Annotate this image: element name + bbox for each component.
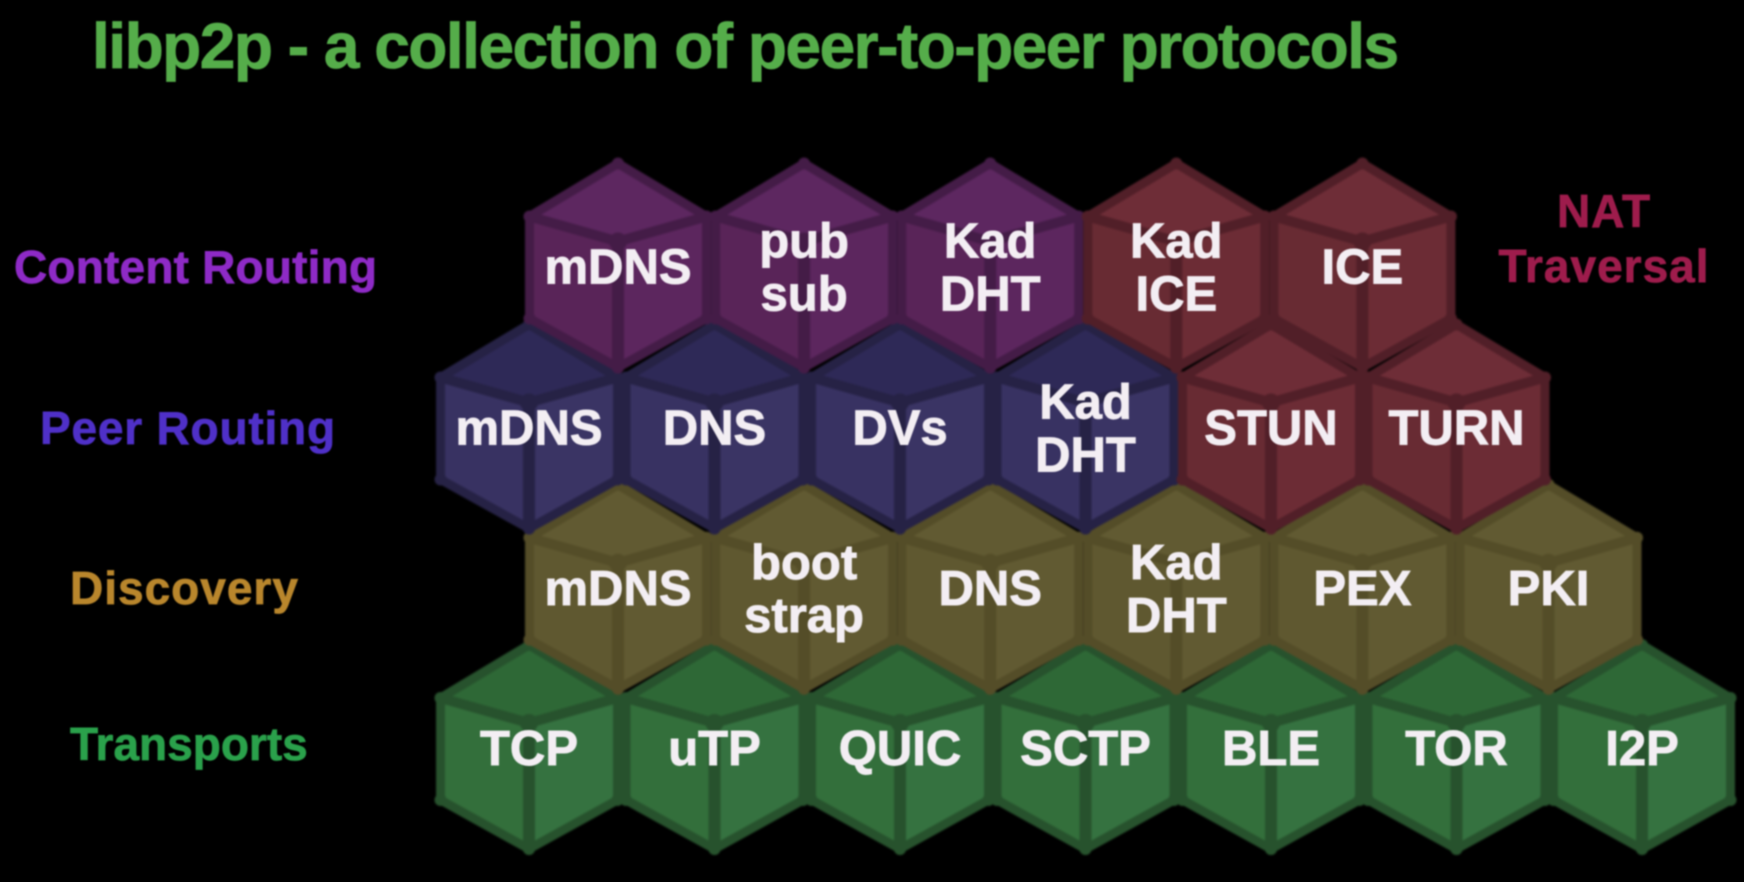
- svg-text:DNS: DNS: [938, 562, 1041, 616]
- svg-text:TURN: TURN: [1388, 402, 1524, 456]
- svg-text:Kad: Kad: [1039, 376, 1132, 430]
- svg-text:SCTP: SCTP: [1020, 722, 1151, 776]
- svg-text:strap: strap: [744, 589, 864, 643]
- svg-text:Kad: Kad: [1130, 536, 1223, 590]
- svg-text:mDNS: mDNS: [544, 241, 691, 295]
- svg-text:DNS: DNS: [663, 402, 766, 456]
- svg-text:ICE: ICE: [1322, 241, 1404, 295]
- svg-text:DHT: DHT: [1126, 589, 1227, 643]
- svg-text:STUN: STUN: [1204, 402, 1337, 456]
- svg-text:ICE: ICE: [1135, 268, 1217, 322]
- svg-text:QUIC: QUIC: [839, 722, 962, 776]
- svg-text:sub: sub: [761, 268, 848, 322]
- svg-text:PKI: PKI: [1508, 562, 1590, 616]
- svg-text:TCP: TCP: [480, 722, 578, 776]
- svg-text:Kad: Kad: [944, 215, 1037, 269]
- svg-text:mDNS: mDNS: [544, 562, 691, 616]
- svg-text:TOR: TOR: [1405, 722, 1508, 776]
- svg-text:PEX: PEX: [1313, 562, 1411, 616]
- svg-text:DVs: DVs: [852, 402, 947, 456]
- svg-text:mDNS: mDNS: [455, 402, 602, 456]
- svg-text:DHT: DHT: [1035, 429, 1136, 483]
- svg-text:uTP: uTP: [668, 722, 761, 776]
- svg-text:Kad: Kad: [1130, 215, 1223, 269]
- svg-text:BLE: BLE: [1222, 722, 1320, 776]
- svg-text:DHT: DHT: [940, 268, 1041, 322]
- svg-text:boot: boot: [751, 536, 857, 590]
- svg-text:pub: pub: [759, 215, 849, 269]
- svg-text:I2P: I2P: [1605, 722, 1679, 776]
